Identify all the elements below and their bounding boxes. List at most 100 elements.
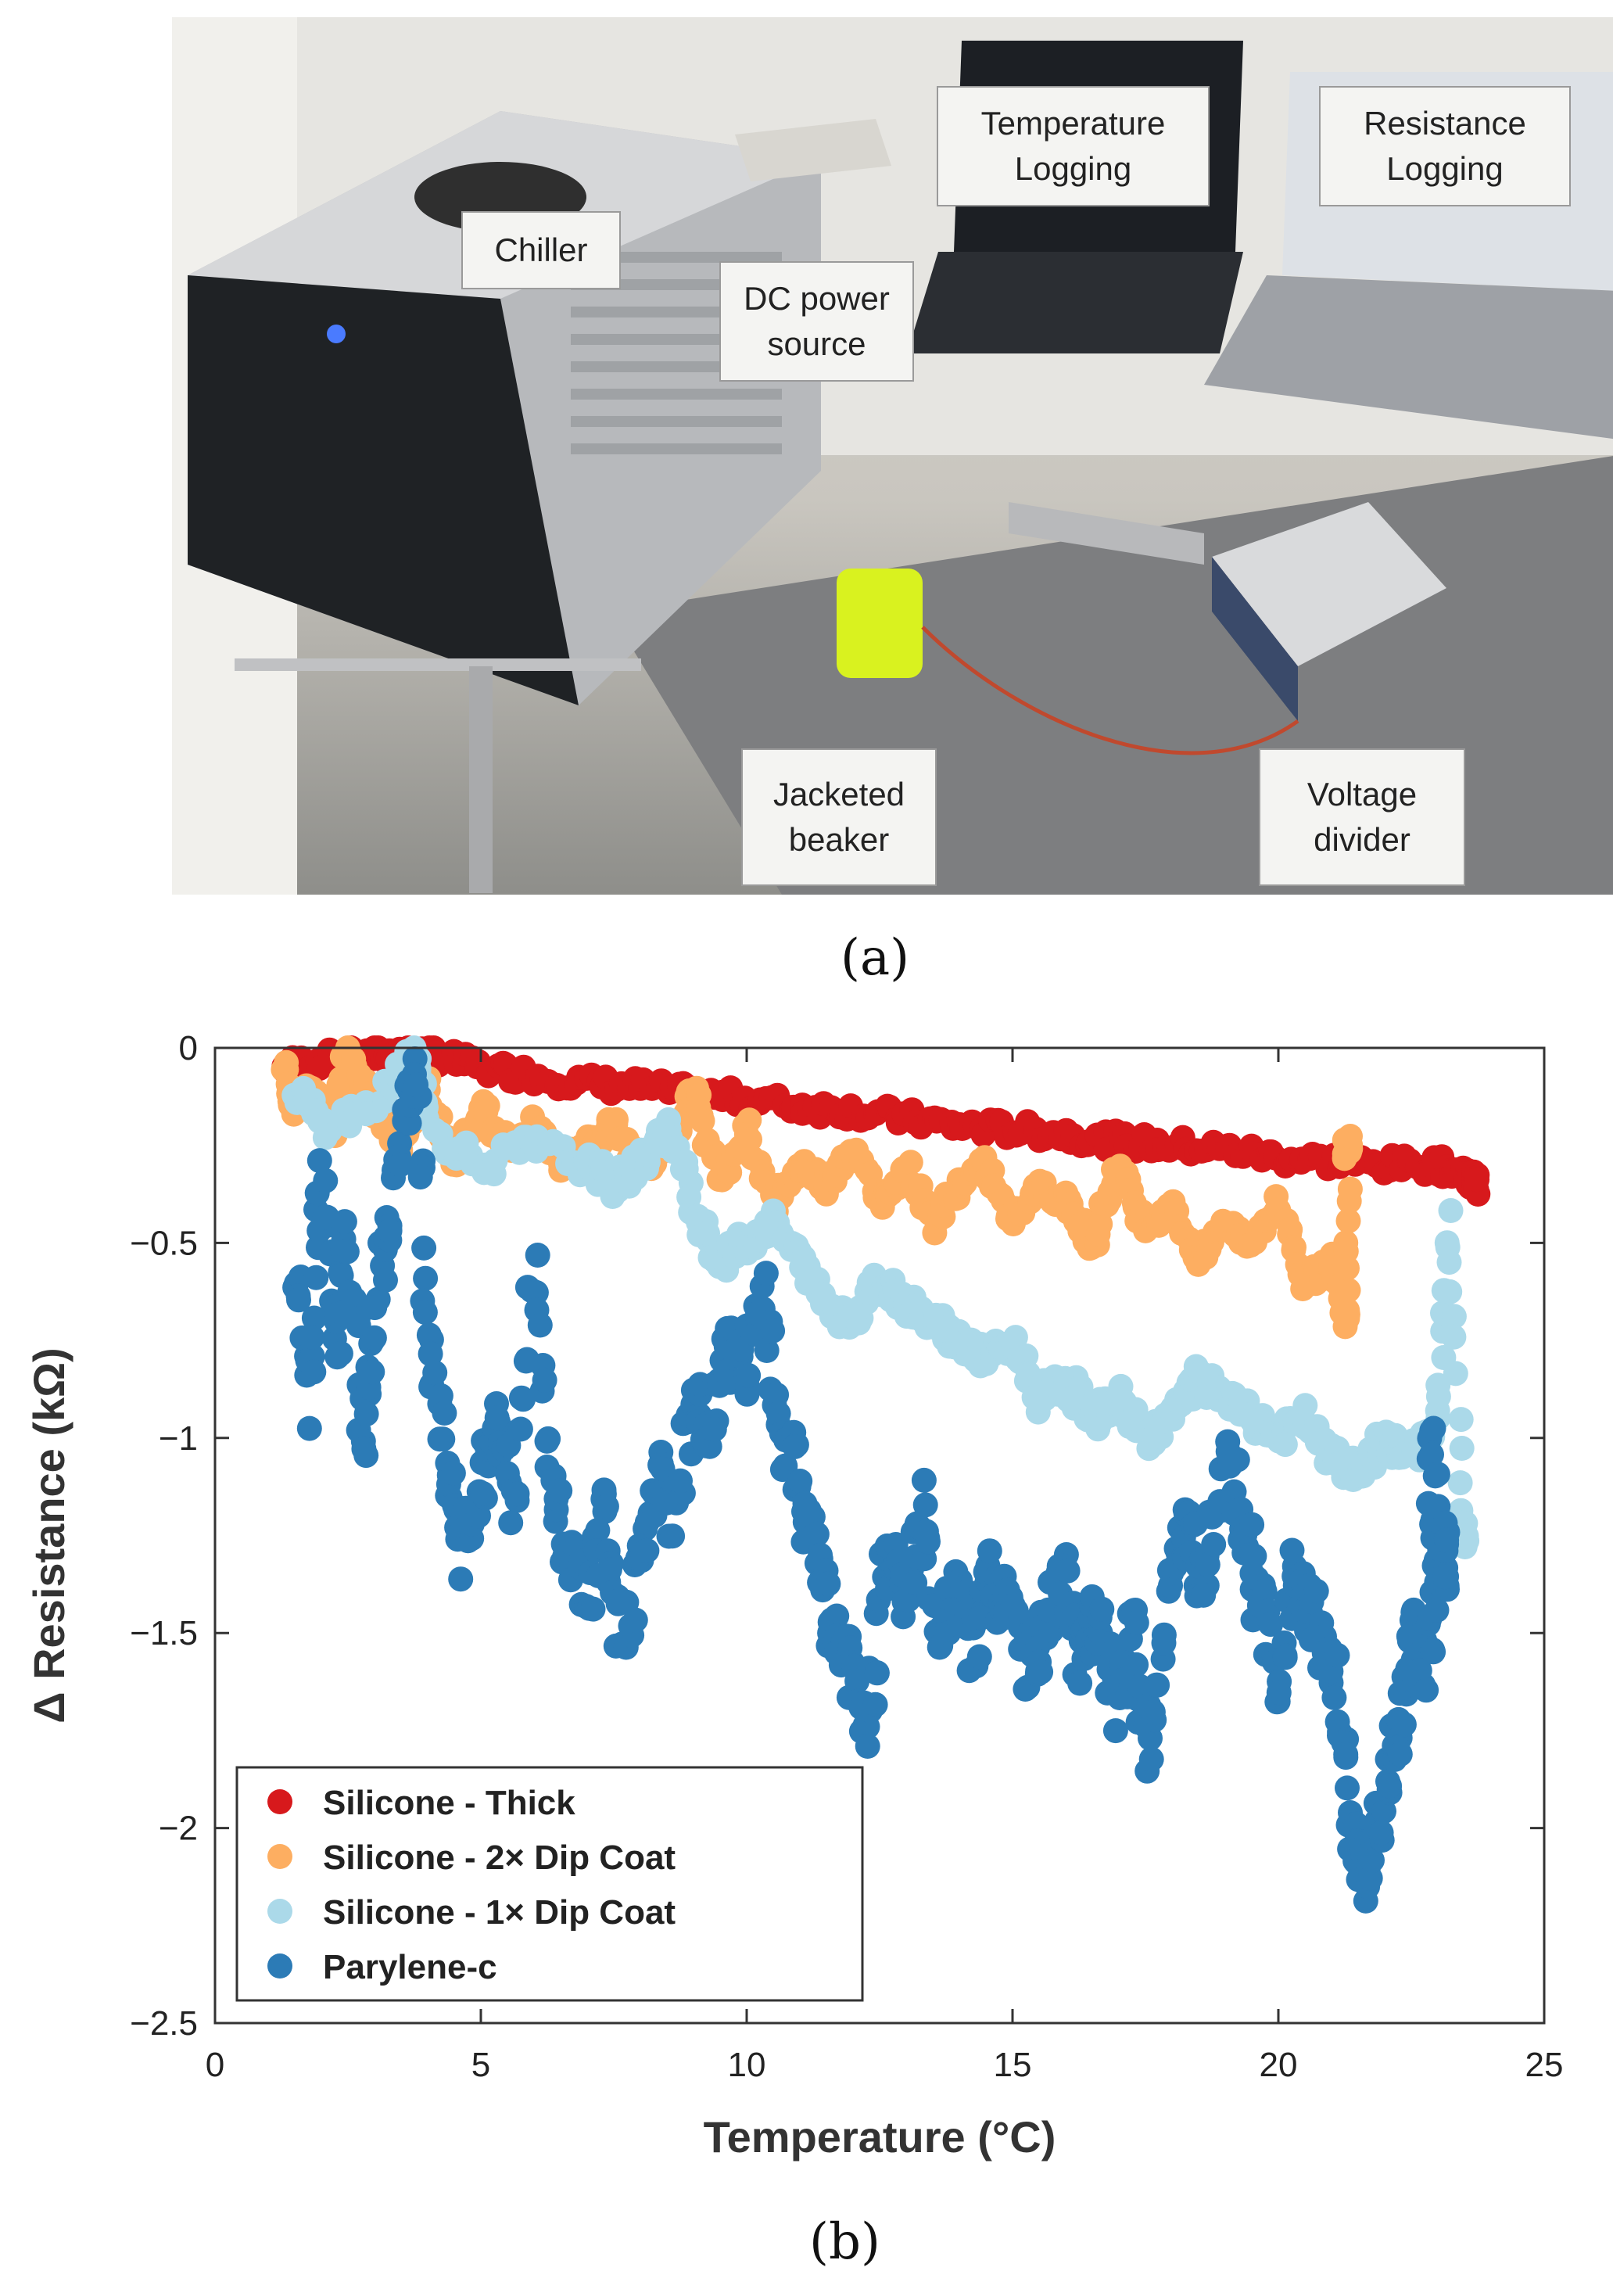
legend-marker xyxy=(267,1789,292,1814)
data-point xyxy=(525,1243,550,1268)
resistance-laptop-keyboard xyxy=(1204,275,1613,439)
data-point xyxy=(1435,1235,1461,1260)
data-point xyxy=(754,1338,780,1363)
data-point xyxy=(403,1072,429,1098)
legend-label: Parylene-c xyxy=(323,1948,497,1986)
x-tick-label: 0 xyxy=(206,2046,224,2084)
data-point xyxy=(504,1481,530,1507)
data-point xyxy=(1432,1564,1458,1590)
data-point xyxy=(1102,1718,1128,1744)
data-point xyxy=(547,1478,573,1504)
data-point xyxy=(1002,1325,1028,1351)
label-voltage-divider: Voltage divider xyxy=(1259,748,1465,886)
data-point xyxy=(737,1127,762,1153)
chiller-front xyxy=(188,275,579,705)
data-point xyxy=(1124,1610,1149,1635)
x-tick-label: 25 xyxy=(1525,2046,1564,2084)
data-point xyxy=(734,1381,760,1407)
data-point xyxy=(1321,1684,1347,1710)
data-point xyxy=(787,1469,813,1494)
data-point xyxy=(1272,1432,1298,1458)
data-point xyxy=(1089,1596,1115,1622)
label-chiller: Chiller xyxy=(461,211,621,289)
data-point xyxy=(534,1428,560,1454)
temperature-laptop-keyboard xyxy=(907,252,1243,353)
data-point xyxy=(303,1265,329,1290)
data-point xyxy=(1145,1672,1170,1698)
data-point xyxy=(407,1164,433,1190)
data-point xyxy=(361,1325,387,1351)
data-point xyxy=(1266,1680,1292,1706)
data-point xyxy=(1414,1677,1439,1703)
data-point xyxy=(484,1405,510,1431)
data-point xyxy=(422,1360,448,1386)
y-tick-label: −1.5 xyxy=(130,1614,198,1652)
data-point xyxy=(1360,1847,1385,1873)
data-point xyxy=(650,1456,676,1482)
data-point xyxy=(1391,1712,1417,1738)
data-point xyxy=(1337,1176,1363,1202)
data-point xyxy=(1335,1775,1360,1801)
data-point xyxy=(824,1603,850,1629)
axes-box xyxy=(213,1046,1546,2025)
data-point xyxy=(328,1340,353,1366)
data-point xyxy=(1425,1372,1451,1398)
data-point xyxy=(1292,1393,1318,1419)
data-point xyxy=(1239,1512,1265,1537)
data-point xyxy=(1124,1652,1149,1677)
data-point xyxy=(764,1382,790,1408)
data-point xyxy=(695,1221,720,1247)
dc-power-device xyxy=(735,119,891,181)
data-point xyxy=(1272,1645,1298,1670)
series-2 xyxy=(281,1035,1480,1559)
data-point xyxy=(1425,1462,1450,1487)
data-point xyxy=(306,1148,332,1174)
data-point xyxy=(1368,1820,1394,1846)
data-point xyxy=(299,1325,325,1350)
data-point xyxy=(388,1152,413,1178)
data-point xyxy=(1324,1642,1350,1668)
data-point xyxy=(1335,1208,1361,1234)
data-point xyxy=(1434,1527,1460,1553)
data-point xyxy=(760,1318,786,1344)
data-point xyxy=(1140,1699,1166,1725)
resistance-scatter-chart: 0 5 10 15 20 25 0 −0.5 −1 −1.5 −2 −2.5 Temperature (… xyxy=(24,1029,1563,2161)
data-point xyxy=(585,1518,611,1543)
data-point xyxy=(332,1209,357,1235)
data-point xyxy=(1055,1558,1081,1584)
data-point xyxy=(1138,1746,1164,1772)
x-tick-label: 15 xyxy=(994,2046,1032,2084)
data-point xyxy=(765,1401,791,1426)
data-point xyxy=(360,1359,385,1385)
data-point xyxy=(470,1480,496,1506)
data-point xyxy=(301,1305,327,1331)
data-point xyxy=(412,1300,438,1326)
data-point xyxy=(527,1312,553,1338)
data-point xyxy=(1464,1167,1490,1193)
data-point xyxy=(912,1492,938,1518)
data-point xyxy=(313,1168,339,1193)
data-point xyxy=(286,1287,311,1313)
cart-leg xyxy=(469,666,493,893)
legend-label: Silicone - 2× Dip Coat xyxy=(323,1839,676,1877)
data-point xyxy=(597,1557,622,1583)
setup-photo: Chiller DC power source Temperature Logg… xyxy=(172,17,1613,895)
x-tick-label: 20 xyxy=(1260,2046,1298,2084)
data-point xyxy=(634,1537,660,1563)
data-point xyxy=(353,1401,379,1427)
data-point xyxy=(1438,1198,1464,1223)
red-cable xyxy=(921,626,1299,755)
data-point xyxy=(418,1341,443,1367)
data-point xyxy=(1441,1304,1467,1329)
series-3 xyxy=(282,1046,1461,1914)
caption-a: (a) xyxy=(841,929,910,987)
legend: Silicone - Thick Silicone - 2× Dip Coat Si… xyxy=(235,1766,864,2002)
data-point xyxy=(1258,1612,1284,1638)
data-point xyxy=(1028,1659,1054,1684)
data-point xyxy=(1449,1436,1475,1461)
data-point xyxy=(377,1218,403,1243)
data-point xyxy=(864,1660,890,1686)
data-point xyxy=(430,1426,456,1452)
legend-label: Silicone - Thick xyxy=(323,1784,575,1822)
axes: 0 5 10 15 20 25 0 −0.5 −1 −1.5 −2 −2.5 Temperature (… xyxy=(24,1029,1563,2161)
